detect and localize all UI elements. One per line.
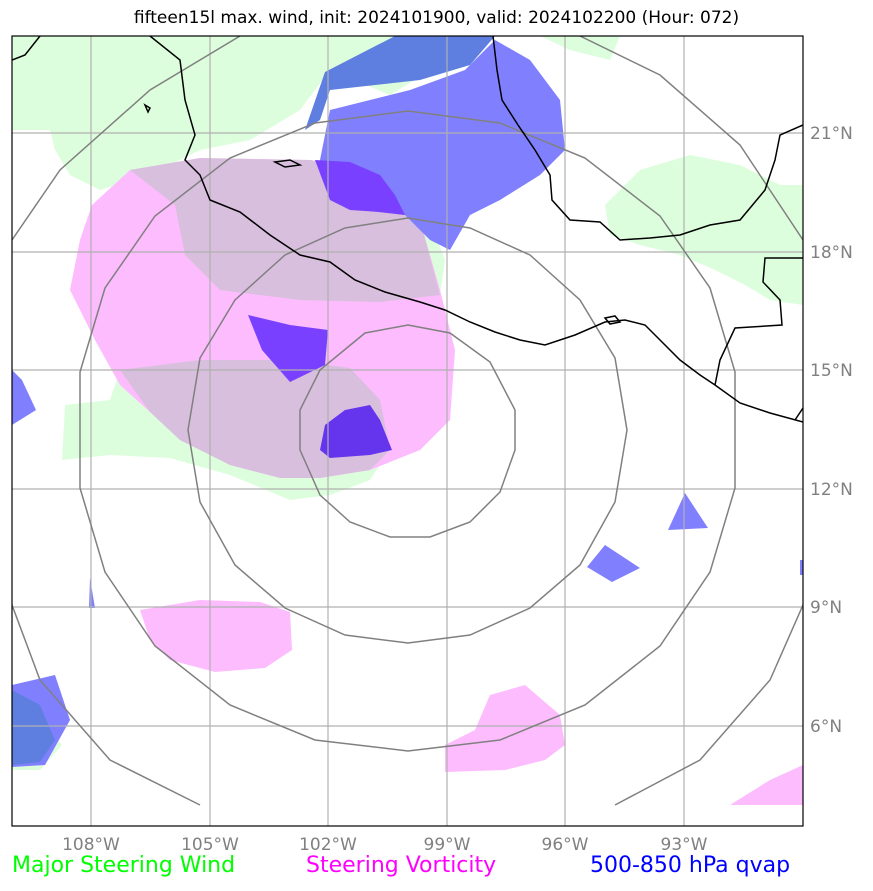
lat-tick-label: 9°N <box>810 598 842 618</box>
coastlines <box>12 36 803 423</box>
qvap-area-east-small <box>668 493 708 530</box>
vorticity-area-south-central <box>140 600 292 672</box>
lat-tick-label: 21°N <box>810 124 853 144</box>
qvap-area-core-upper <box>248 315 328 382</box>
range-ring-1 <box>299 324 516 538</box>
qvap-area-west-edge <box>12 370 36 425</box>
lat-tick-labels: 21°N 18°N 15°N 12°N 9°N 6°N <box>810 124 853 737</box>
range-ring-3 <box>79 110 736 752</box>
plot-frame <box>11 35 804 827</box>
coastline-islands-tres-marias <box>272 159 303 168</box>
legend-qvap: 500-850 hPa qvap <box>590 853 791 878</box>
lat-tick-label: 15°N <box>810 361 853 381</box>
map-title: fifteen15l max. wind, init: 2024101900, … <box>133 8 740 28</box>
coastline-gulf <box>492 36 803 241</box>
lat-tick-label: 12°N <box>810 480 853 500</box>
wind-area-north <box>12 36 415 190</box>
range-ring-4-se <box>614 604 803 806</box>
lon-tick-label: 105°W <box>181 835 239 855</box>
qvap-area-southwest-dark <box>12 690 55 765</box>
lon-tick-label: 93°W <box>661 835 708 855</box>
range-ring-4-east <box>579 36 803 241</box>
coastline-lake <box>603 315 622 325</box>
range-ring-2 <box>187 217 628 644</box>
qvap-area-east-sliver <box>800 560 803 575</box>
qvap-area-north-deep <box>315 160 405 215</box>
gridlines <box>12 36 803 826</box>
vorticity-area-southeast <box>730 765 803 805</box>
range-ring-4-sw <box>12 604 201 806</box>
range-ring-4 <box>12 36 241 241</box>
lon-tick-labels: 108°W 105°W 102°W 99°W 96°W 93°W <box>62 835 708 855</box>
map-layers <box>12 36 803 826</box>
lon-tick-label: 108°W <box>62 835 120 855</box>
qvap-area-west-sliver <box>89 578 95 608</box>
coastline-baja-tip <box>12 36 41 61</box>
legend-steering-wind: Major Steering Wind <box>12 853 236 878</box>
lat-tick-label: 6°N <box>810 717 842 737</box>
lon-tick-label: 99°W <box>424 835 471 855</box>
wind-area-northeast <box>540 36 620 60</box>
wind-area-northwest <box>12 36 80 130</box>
range-rings <box>12 36 803 806</box>
coastline-pacific <box>149 36 803 423</box>
coastline-guatemala <box>794 407 803 421</box>
coastline-island <box>143 103 151 114</box>
wind-area-east <box>605 155 803 305</box>
qvap-area-core-lower <box>320 405 392 458</box>
vorticity-area-south <box>445 685 565 772</box>
qvap-area-east-blob <box>587 545 640 582</box>
lon-tick-label: 102°W <box>299 835 357 855</box>
legend-steering-vorticity: Steering Vorticity <box>306 853 497 878</box>
lat-tick-label: 18°N <box>810 243 853 263</box>
coastline-isthmus <box>714 257 803 386</box>
lon-tick-label: 96°W <box>542 835 589 855</box>
